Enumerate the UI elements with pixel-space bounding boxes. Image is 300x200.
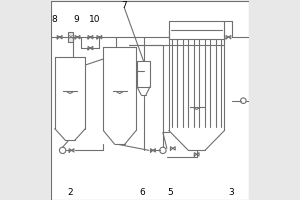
Text: 10: 10 <box>88 15 100 24</box>
Text: 7: 7 <box>121 1 127 10</box>
Text: 8: 8 <box>52 15 58 24</box>
Text: 2: 2 <box>68 188 74 197</box>
Bar <box>68 32 73 42</box>
Text: ×: × <box>67 34 73 40</box>
Bar <box>137 61 150 87</box>
Text: 5: 5 <box>167 188 173 197</box>
Text: 6: 6 <box>139 188 145 197</box>
Text: 9: 9 <box>74 15 80 24</box>
Text: 3: 3 <box>229 188 234 197</box>
